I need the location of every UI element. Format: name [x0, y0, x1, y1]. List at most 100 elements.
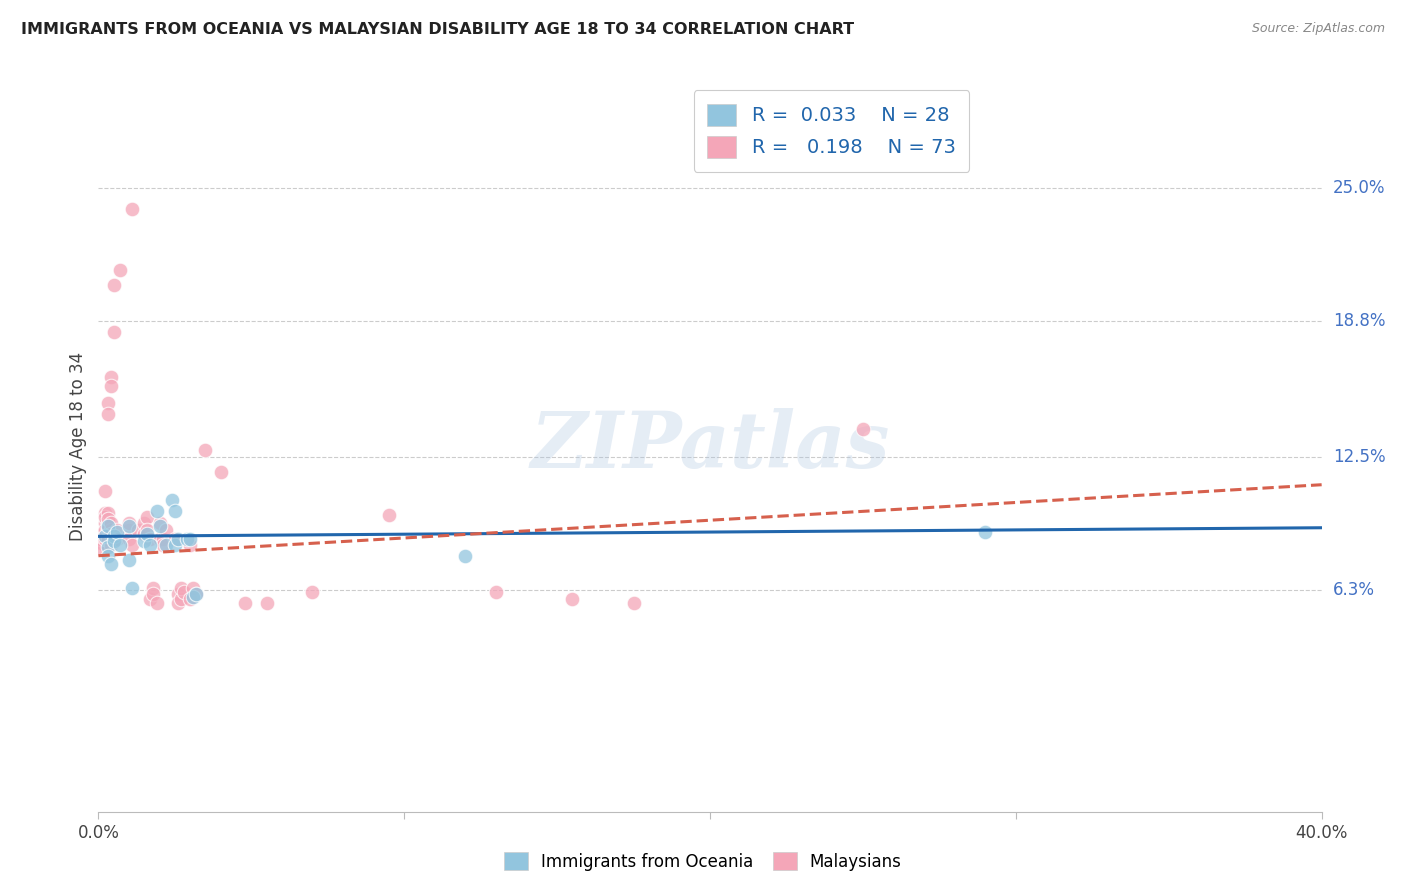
Point — [93, 506, 115, 520]
Point — [179, 532, 201, 546]
Point — [100, 538, 122, 552]
Point — [97, 523, 120, 537]
Point — [167, 596, 190, 610]
Point — [142, 587, 165, 601]
Point — [160, 492, 183, 507]
Point — [93, 484, 115, 499]
Point — [170, 581, 193, 595]
Point — [97, 532, 120, 546]
Point — [118, 518, 141, 533]
Point — [90, 536, 112, 550]
Text: 6.3%: 6.3% — [1333, 581, 1375, 599]
Point — [97, 506, 120, 520]
Legend: Immigrants from Oceania, Malaysians: Immigrants from Oceania, Malaysians — [496, 844, 910, 880]
Point — [149, 516, 172, 531]
Point — [97, 396, 120, 410]
Point — [90, 532, 112, 546]
Point — [90, 527, 112, 541]
Point — [152, 532, 174, 546]
Point — [97, 518, 120, 533]
Point — [108, 538, 131, 552]
Point — [155, 538, 177, 552]
Point — [93, 529, 115, 543]
Point — [561, 591, 583, 606]
Point — [163, 532, 186, 546]
Text: ZIPatlas: ZIPatlas — [530, 408, 890, 484]
Point — [93, 532, 115, 546]
Point — [170, 591, 193, 606]
Point — [97, 516, 120, 531]
Point — [139, 591, 162, 606]
Point — [103, 277, 125, 292]
Point — [485, 585, 508, 599]
Point — [194, 443, 217, 458]
Point — [186, 587, 208, 601]
Point — [105, 524, 128, 539]
Point — [100, 516, 122, 531]
Point — [97, 512, 120, 526]
Point — [623, 596, 645, 610]
Point — [121, 538, 143, 552]
Point — [105, 523, 128, 537]
Point — [152, 538, 174, 552]
Point — [121, 581, 143, 595]
Point — [105, 532, 128, 546]
Point — [97, 407, 120, 421]
Point — [974, 524, 997, 539]
Point — [139, 538, 162, 552]
Point — [852, 422, 875, 436]
Point — [378, 508, 401, 522]
Point — [145, 596, 167, 610]
Point — [209, 465, 232, 479]
Point — [167, 532, 190, 546]
Point — [118, 532, 141, 546]
Point — [118, 516, 141, 531]
Point — [145, 503, 167, 517]
Point — [100, 378, 122, 392]
Point — [100, 527, 122, 541]
Point — [149, 518, 172, 533]
Point — [186, 587, 208, 601]
Point — [93, 510, 115, 524]
Point — [142, 581, 165, 595]
Point — [103, 533, 125, 548]
Point — [134, 516, 156, 531]
Point — [179, 538, 201, 552]
Point — [100, 370, 122, 384]
Point — [173, 585, 195, 599]
Text: 25.0%: 25.0% — [1333, 178, 1385, 197]
Point — [179, 591, 201, 606]
Point — [136, 527, 159, 541]
Point — [100, 558, 122, 572]
Point — [149, 532, 172, 546]
Text: IMMIGRANTS FROM OCEANIA VS MALAYSIAN DISABILITY AGE 18 TO 34 CORRELATION CHART: IMMIGRANTS FROM OCEANIA VS MALAYSIAN DIS… — [21, 22, 855, 37]
Point — [176, 532, 198, 546]
Point — [100, 523, 122, 537]
Point — [301, 585, 323, 599]
Point — [118, 553, 141, 567]
Text: 12.5%: 12.5% — [1333, 448, 1385, 466]
Point — [256, 596, 278, 610]
Point — [97, 521, 120, 535]
Y-axis label: Disability Age 18 to 34: Disability Age 18 to 34 — [69, 351, 87, 541]
Point — [454, 549, 477, 563]
Point — [181, 581, 204, 595]
Text: 18.8%: 18.8% — [1333, 312, 1385, 330]
Point — [97, 540, 120, 554]
Point — [97, 549, 120, 563]
Point — [103, 532, 125, 546]
Point — [93, 523, 115, 537]
Point — [134, 527, 156, 541]
Point — [139, 532, 162, 546]
Point — [181, 590, 204, 604]
Point — [167, 587, 190, 601]
Point — [108, 262, 131, 277]
Point — [134, 533, 156, 548]
Point — [103, 325, 125, 339]
Point — [163, 538, 186, 552]
Point — [136, 523, 159, 537]
Point — [103, 529, 125, 543]
Point — [118, 523, 141, 537]
Point — [136, 510, 159, 524]
Point — [93, 516, 115, 531]
